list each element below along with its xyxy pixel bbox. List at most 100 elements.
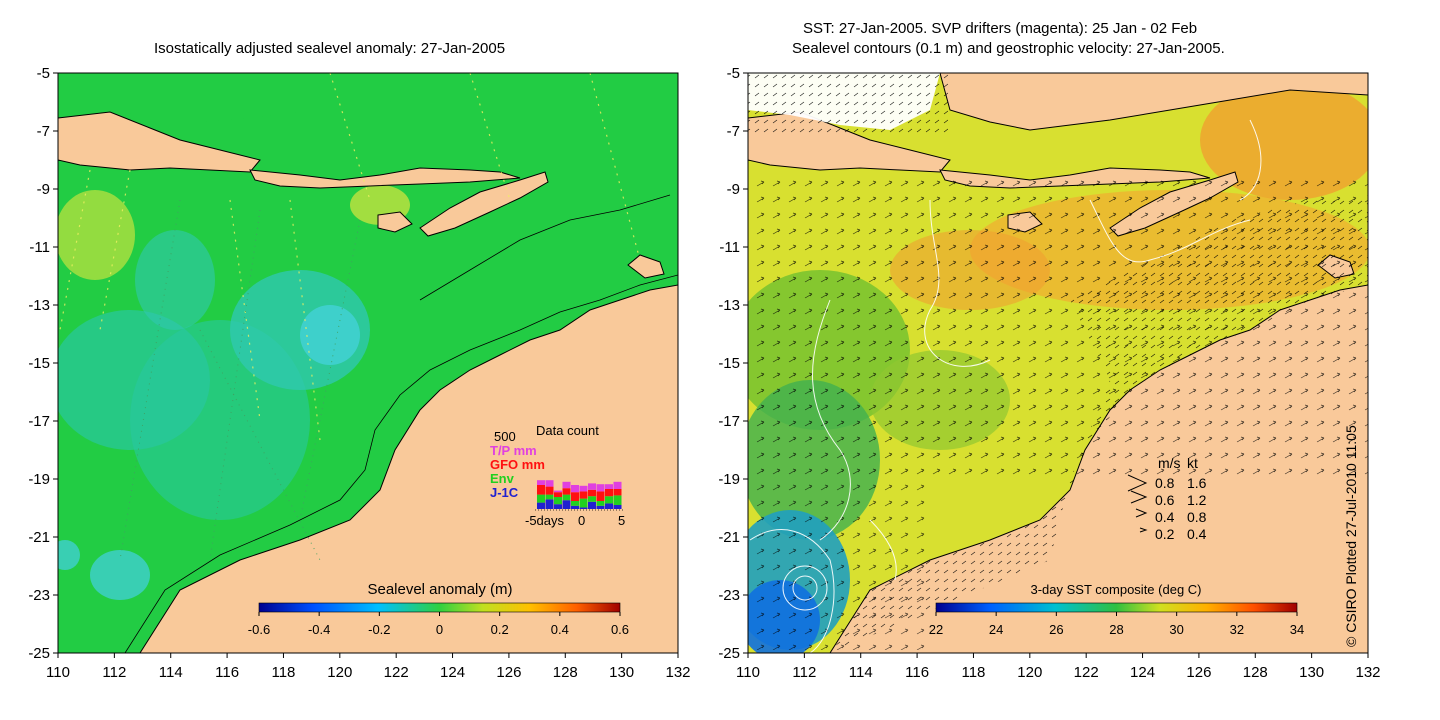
data-count-bar	[571, 505, 579, 509]
x-tick-label: 118	[271, 664, 295, 681]
left-colorbar-label: Sealevel anomaly (m)	[367, 581, 512, 598]
data-count-xlabel: -5days	[525, 513, 565, 528]
x-tick-label: 110	[46, 664, 70, 681]
anomaly-low-region	[90, 550, 150, 600]
y-tick-label: -15	[718, 355, 740, 372]
data-count-bar	[588, 496, 596, 502]
data-count-bar	[545, 499, 554, 509]
timor-island	[419, 171, 549, 237]
java-landmass	[58, 111, 261, 173]
data-count-bar	[562, 494, 571, 501]
colorbar-tick-label: 0	[436, 622, 443, 637]
data-count-title: Data count	[536, 423, 599, 438]
colorbar-tick-label: 0.4	[551, 622, 569, 637]
data-count-bar	[596, 505, 605, 509]
velocity-key: m/s kt 0.8 1.60.6 1.20.4 0.80.2 0.4	[1127, 455, 1207, 542]
y-tick-label: -21	[28, 529, 50, 546]
y-tick-label: -11	[719, 239, 740, 256]
data-count-bar	[588, 483, 596, 490]
left-colorbar	[258, 602, 621, 613]
velocity-vectors	[748, 73, 948, 133]
data-count-bar	[596, 501, 605, 506]
velocity-key-kt: 0.8	[1187, 509, 1207, 525]
data-count-bar	[554, 490, 562, 493]
x-tick-label: 122	[384, 664, 409, 681]
y-tick-label: -23	[718, 587, 740, 604]
data-count-legend-label: T/P mm	[490, 443, 537, 458]
data-count-bar	[605, 489, 613, 497]
x-tick-label: 114	[159, 664, 183, 681]
x-tick-label: 132	[1355, 664, 1380, 681]
sumba-island	[377, 211, 413, 233]
colorbar-tick-label: -0.2	[368, 622, 390, 637]
data-count-legend-label: GFO mm	[490, 457, 545, 472]
y-tick-label: -19	[28, 471, 50, 488]
data-count-bar	[605, 484, 613, 489]
data-count-bar	[579, 498, 588, 508]
colorbar-tick-label: 0.2	[491, 622, 509, 637]
data-count-bar	[554, 497, 562, 505]
colorbar-tick-label: -0.6	[248, 622, 270, 637]
velocity-key-header-kt: kt	[1187, 455, 1198, 471]
velocity-key-ms: 0.4	[1155, 509, 1175, 525]
left-x-axis: 110 112 114 116 118 120 122 124 126 128 130 132	[46, 653, 691, 681]
y-tick-label: -11	[29, 239, 50, 256]
warm-sst-region	[1200, 80, 1368, 200]
data-count-bar	[537, 502, 545, 509]
data-count-bar	[545, 494, 554, 500]
x-tick-label: 130	[1299, 664, 1324, 681]
data-count-bar	[554, 504, 562, 509]
y-tick-label: -17	[28, 413, 50, 430]
velocity-vectors	[748, 480, 928, 650]
velocity-key-ms: 0.8	[1155, 475, 1175, 491]
x-tick-label: 124	[1130, 664, 1155, 681]
x-tick-label: 132	[665, 664, 690, 681]
velocity-arrow-sample	[1130, 490, 1148, 504]
velocity-key-ms: 0.6	[1155, 492, 1175, 508]
anomaly-high-region	[58, 190, 135, 280]
australia-landmass	[139, 284, 678, 653]
data-count-bar	[562, 488, 571, 495]
data-count-bar	[545, 480, 554, 487]
y-tick-label: -13	[28, 297, 50, 314]
sealevel-anomaly-map: Sealevel anomaly (m) -0.6 -0.4 -0.2 0 0.2 0.4…	[28, 65, 691, 681]
sst-map: m/s kt 0.8 1.60.6 1.20.4 0.80.2 0.4 3-day SS…	[718, 65, 1381, 681]
left-y-axis: -5 -7 -9 -11 -13 -15 -17 -19 -21 -23 -25	[28, 65, 58, 662]
right-x-axis: 110 112 114 116 118 120 122 124 126 128 130 132	[736, 653, 1381, 681]
velocity-arrow-sample	[1135, 508, 1148, 518]
x-tick-label: 116	[905, 664, 929, 681]
data-count-bar	[537, 480, 545, 485]
data-count-bar	[579, 485, 588, 492]
data-count-bar	[537, 485, 545, 495]
x-tick-label: 114	[849, 664, 873, 681]
y-tick-label: -15	[28, 355, 50, 372]
x-tick-label: 112	[792, 664, 816, 681]
data-count-legend-label: J-1C	[490, 485, 519, 500]
x-tick-label: 124	[440, 664, 465, 681]
colorbar-tick-label: 24	[989, 622, 1003, 637]
data-count-xlabel: 0	[578, 513, 585, 528]
y-tick-label: -13	[718, 297, 740, 314]
data-count-bar	[554, 492, 562, 497]
data-count-bar	[588, 489, 596, 497]
sulawesi-region	[939, 73, 1368, 131]
right-colorbar	[935, 602, 1298, 613]
data-count-bar	[562, 481, 571, 489]
x-tick-label: 120	[1017, 664, 1042, 681]
sealevel-contours	[749, 119, 1262, 653]
colorbar-tick-label: -0.4	[308, 622, 330, 637]
data-count-bar	[605, 496, 613, 504]
x-tick-label: 122	[1074, 664, 1099, 681]
left-colorbar-ticks: -0.6 -0.4 -0.2 0 0.2 0.4 0.6	[248, 612, 629, 637]
velocity-arrow-sample	[1139, 527, 1148, 533]
colorbar-tick-label: 0.6	[611, 622, 629, 637]
data-count-bar	[537, 494, 545, 503]
anomaly-low-region	[58, 540, 80, 570]
lesser-sunda-islands	[249, 167, 521, 189]
velocity-key-ms: 0.2	[1155, 526, 1175, 542]
australia-island	[627, 254, 665, 279]
data-count-bar	[545, 486, 554, 495]
colorbar-tick-label: 34	[1290, 622, 1304, 637]
y-tick-label: -23	[28, 587, 50, 604]
right-panel-title-line1: SST: 27-Jan-2005. SVP drifters (magenta)…	[803, 20, 1198, 37]
